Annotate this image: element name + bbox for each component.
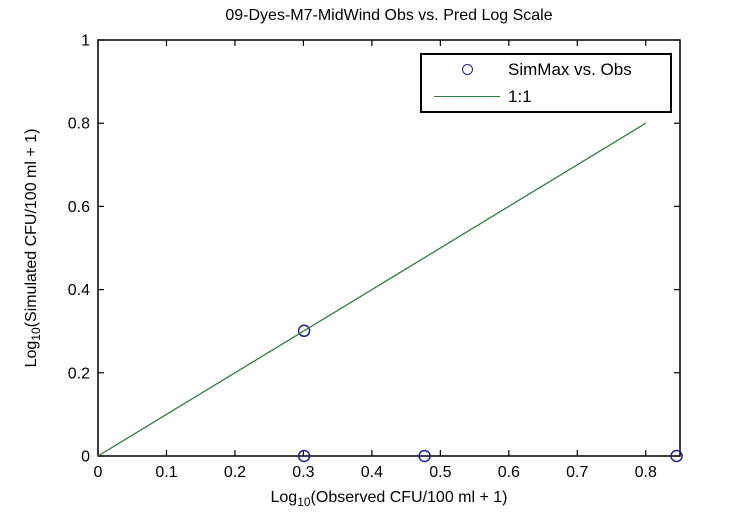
- y-axis-label-subscript: 10: [29, 327, 44, 341]
- line-marker-icon: [434, 95, 500, 98]
- y-axis-label-rest: (Simulated CFU/100 ml + 1): [22, 128, 40, 328]
- x-tick-label: 0.4: [361, 464, 383, 481]
- x-tick-label: 0.1: [155, 464, 177, 481]
- legend-label-one-to-one: 1:1: [508, 86, 532, 106]
- x-axis-label-prefix: Log: [270, 489, 298, 506]
- data-point: [297, 324, 311, 338]
- plot-area: [97, 39, 681, 457]
- x-tick-label: 0.7: [566, 464, 588, 481]
- data-point: [670, 449, 683, 463]
- data-point: [418, 449, 431, 463]
- circle-marker-icon: [461, 64, 473, 75]
- y-tick-label: 0.2: [68, 365, 90, 382]
- one-to-one-line: [97, 122, 647, 457]
- x-tick-label: 0.8: [635, 464, 657, 481]
- x-axis-label-rest: (Observed CFU/100 ml + 1): [310, 489, 508, 506]
- legend-entry-simmax: SimMax vs. Obs: [434, 56, 670, 83]
- data-point: [297, 449, 311, 463]
- x-tick-label: 0.5: [429, 464, 451, 481]
- y-tick-label: 0.6: [68, 199, 90, 216]
- x-tick-label: 0.2: [224, 464, 246, 481]
- y-axis-label-prefix: Log: [22, 340, 40, 368]
- y-axis-label: Log10(Simulated CFU/100 ml + 1): [23, 129, 43, 368]
- legend-entry-one-to-one: 1:1: [434, 83, 670, 110]
- y-tick-label: 1: [81, 33, 90, 50]
- chart-title: 09-Dyes-M7-MidWind Obs vs. Pred Log Scal…: [225, 7, 553, 24]
- x-tick-label: 0: [94, 464, 103, 481]
- x-tick-label: 0.6: [498, 464, 520, 481]
- x-axis-label: Log10(Observed CFU/100 ml + 1): [98, 489, 680, 509]
- y-tick-label: 0.4: [68, 282, 90, 299]
- legend-swatch: [434, 95, 500, 98]
- legend-swatch: [434, 64, 500, 75]
- x-tick-label: 0.3: [292, 464, 314, 481]
- x-axis-label-subscript: 10: [297, 495, 311, 510]
- legend: SimMax vs. Obs 1:1: [420, 53, 672, 113]
- y-tick-label: 0: [81, 449, 90, 466]
- y-tick-label: 0.8: [68, 116, 90, 133]
- legend-label-simmax: SimMax vs. Obs: [508, 59, 632, 79]
